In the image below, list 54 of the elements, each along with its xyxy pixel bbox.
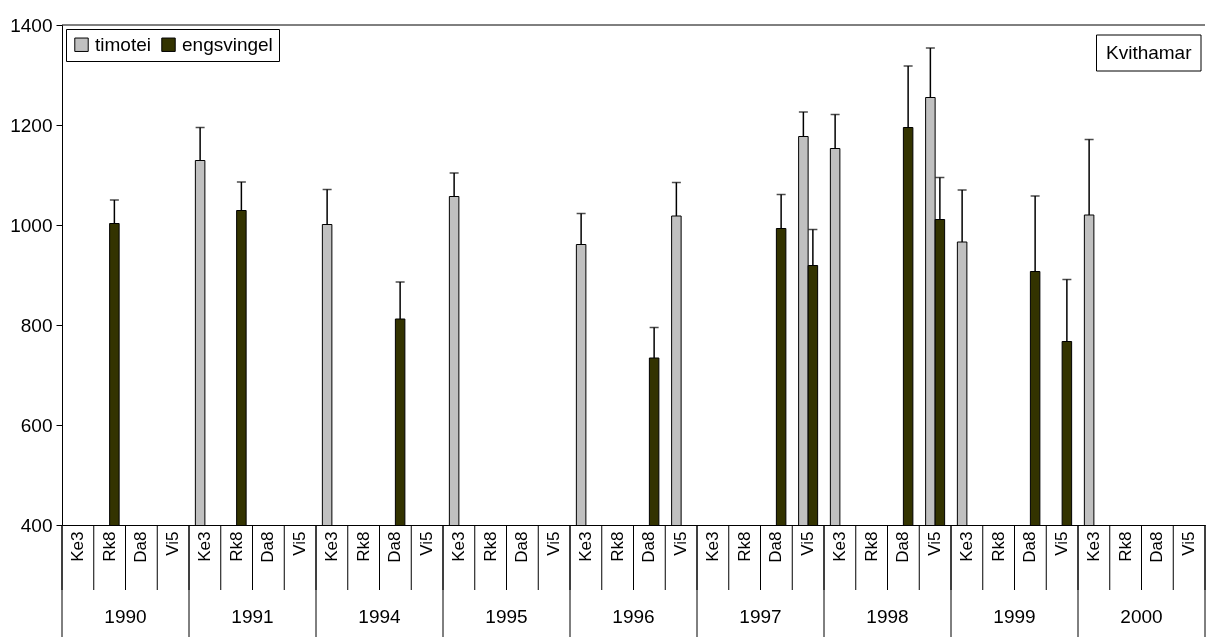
- text: 1994: [358, 606, 402, 627]
- text: 1991: [231, 606, 274, 627]
- x-tick-label: Ke3: [956, 531, 976, 562]
- x-tick-label: Da8: [512, 531, 532, 563]
- y-tick-label: 1000: [10, 214, 53, 236]
- legend-label: timotei: [95, 33, 151, 55]
- x-tick-label: Rk8: [607, 531, 627, 562]
- x-tick-label: Da8: [1147, 531, 1167, 563]
- x-tick-label: Ke3: [67, 531, 87, 562]
- x-tick-label: Ke3: [448, 531, 468, 562]
- x-tick-label: Vi5: [671, 531, 691, 556]
- x-tick-label: Da8: [131, 531, 151, 563]
- x-tick-label: Ke3: [575, 531, 595, 562]
- text: 1997: [739, 606, 782, 627]
- x-tick-label: Ke3: [1083, 531, 1103, 562]
- x-tick-label: Rk8: [988, 531, 1008, 562]
- x-tick-label: Ke3: [702, 531, 722, 562]
- x-tick-label: Rk8: [226, 531, 246, 562]
- x-tick-label: Vi5: [163, 531, 183, 556]
- text: 1999: [993, 606, 1036, 627]
- x-tick-label: Vi5: [290, 531, 310, 556]
- x-tick-label: Rk8: [734, 531, 754, 562]
- text: 1995: [485, 606, 528, 627]
- x-tick-label: Rk8: [861, 531, 881, 562]
- x-tick-label: Da8: [258, 531, 278, 563]
- x-tick-label: Da8: [385, 531, 405, 563]
- x-tick-label: Rk8: [1115, 531, 1135, 562]
- x-tick-label: Vi5: [417, 531, 437, 556]
- y-tick-label: 400: [20, 514, 53, 536]
- y-tick-label: 1400: [10, 14, 53, 36]
- text: 1996: [612, 606, 655, 627]
- x-tick-label: Vi5: [925, 531, 945, 556]
- annotation: Kvithamar: [1105, 42, 1193, 63]
- text: 1990: [104, 606, 147, 627]
- x-tick-label: Rk8: [480, 531, 500, 562]
- x-tick-label: Da8: [766, 531, 786, 563]
- x-tick-label: Vi5: [798, 531, 818, 556]
- y-tick-label: 1200: [10, 114, 53, 136]
- legend-label: engsvingel: [182, 33, 273, 55]
- x-tick-label: Ke3: [321, 531, 341, 562]
- x-tick-label: Ke3: [194, 531, 214, 562]
- x-tick-label: Da8: [1020, 531, 1040, 563]
- y-tick-label: 600: [20, 414, 53, 436]
- x-tick-label: Da8: [893, 531, 913, 563]
- x-tick-label: Ke3: [829, 531, 849, 562]
- text: 2000: [1120, 606, 1163, 627]
- x-tick-label: Vi5: [1052, 531, 1072, 556]
- y-tick-label: 800: [20, 314, 53, 336]
- x-tick-label: Vi5: [1179, 531, 1199, 556]
- text: 1998: [866, 606, 909, 627]
- x-tick-label: Rk8: [99, 531, 119, 562]
- x-tick-label: Da8: [639, 531, 659, 563]
- x-tick-label: Rk8: [353, 531, 373, 562]
- x-tick-label: Vi5: [544, 531, 564, 556]
